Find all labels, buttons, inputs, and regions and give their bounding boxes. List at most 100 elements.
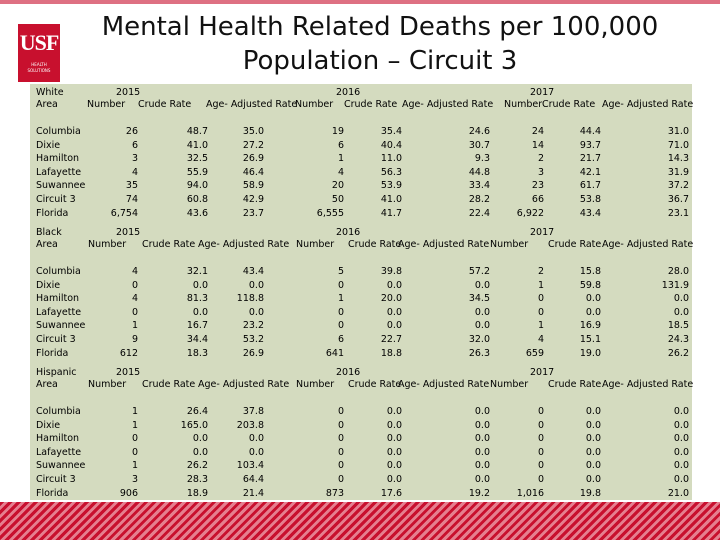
table-cell: 0.0 [474,473,490,485]
table-cell: 2 [537,153,544,165]
table-cell: 0.0 [474,460,490,472]
table-cell: 0.0 [585,306,601,318]
table-cell: 53.9 [380,180,402,192]
table-cell: 0.0 [474,419,490,431]
value-column: 32.1 0.0 81.3 0.0 16.7 34.4 18.3 [187,265,208,360]
table-cell: 24.3 [667,333,689,345]
table-cell: 59.8 [579,279,601,291]
column-header-crude: Crude Rate [542,99,596,110]
value-column: 44.4 93.7 21.7 42.1 61.7 53.8 43.4 [580,125,601,220]
table-cell: 60.8 [186,193,208,205]
area-header: Area [36,99,58,110]
table-cell: 203.8 [236,419,264,431]
table-cell: 0 [537,419,544,431]
table-cell: 0.0 [386,320,402,332]
table-cell: 0 [537,433,544,445]
column-header-adjusted: Age- Adjusted Rate [198,239,290,250]
column-header-adjusted: Age- Adjusted Rate [398,379,490,390]
table-cell: 23 [531,180,544,192]
table-cell: 0.0 [248,306,264,318]
table-cell: 26.4 [186,406,208,417]
column-header-crude: Crude Rate [348,239,402,250]
table-cell: 1 [537,279,544,291]
table-cell: 71.0 [667,139,689,151]
column-header-adjusted: Age- Adjusted Rate [206,99,298,110]
table-cell: 19 [331,126,344,137]
table-cell: 81.3 [186,293,208,305]
table-cell: 26.9 [242,153,264,165]
table-cell: 0 [537,473,544,485]
table-cell: 31.0 [667,126,689,137]
table-cell: 1 [337,293,344,305]
area-label: Dixie [36,419,61,431]
table-cell: 18.3 [186,347,208,359]
table-cell: 41.0 [380,193,402,205]
area-label: Florida [36,347,69,359]
table-cell: 0 [337,473,344,485]
column-header-adjusted: Age- Adjusted Rate [198,379,290,390]
table-cell: 4 [337,166,344,178]
table-cell: 1 [131,320,138,332]
year-header: 2017 [530,367,555,378]
table-cell: 20.0 [380,293,402,305]
table-cell: 22.7 [380,333,402,345]
area-label: Hamilton [36,433,80,445]
table-cell: 35.4 [380,126,402,137]
table-cell: 21.4 [242,487,264,499]
area-label: Circuit 3 [36,473,76,485]
column-header-crude: Crude Rate [348,379,402,390]
table-cell: 0.0 [474,279,490,291]
value-column: 15.8 59.8 0.0 0.0 16.9 15.1 19.0 [580,265,601,360]
year-header: 2015 [116,367,141,378]
table-cell: 43.4 [242,266,264,277]
section-label: White [36,87,64,98]
table-cell: 1 [131,460,138,472]
usf-health-logo: USF HEALTH SOLUTIONS [18,24,60,82]
table-cell: 0.0 [585,293,601,305]
table-cell: 0.0 [192,446,208,458]
table-cell: 39.8 [380,266,402,277]
table-cell: 0.0 [248,279,264,291]
table-cell: 44.4 [579,126,601,137]
area-label: Florida [36,487,69,499]
table-cell: 906 [119,487,138,499]
area-label: Lafayette [36,166,82,178]
table-cell: 131.9 [661,279,689,291]
column-header-number: Number [490,379,529,390]
table-cell: 36.7 [667,193,689,205]
table-cell: 22.4 [468,207,490,219]
value-column: 0.0 0.0 0.0 0.0 0.0 0.0 19.8 [580,405,601,500]
table-cell: 21.7 [579,153,601,165]
value-column: 0.0 0.0 0.0 0.0 0.0 0.0 21.0 [668,405,689,500]
value-column: 39.8 0.0 20.0 0.0 0.0 22.7 18.8 [381,265,402,360]
value-column: 0 0 0 0 0 0 1,016 [517,405,544,500]
table-cell: 33.4 [468,180,490,192]
value-column: 1 1 0 0 1 3 906 [120,405,138,500]
year-header: 2015 [116,87,141,98]
top-accent-bar [0,0,720,4]
table-cell: 41.0 [186,139,208,151]
table-cell: 20 [331,180,344,192]
table-cell: 6,555 [316,207,344,219]
table-cell: 27.2 [242,139,264,151]
table-cell: 28.3 [186,473,208,485]
table-cell: 3 [131,153,138,165]
table-cell: 0 [537,446,544,458]
area-labels: Columbia Dixie Hamilton Lafayette Suwannee Ci… [36,125,85,220]
column-header-number: Number [87,99,126,110]
table-cell: 0 [337,419,344,431]
table-cell: 6 [337,139,344,151]
value-column: 5 0 1 0 0 6 641 [326,265,344,360]
table-cell: 0.0 [248,446,264,458]
table-cell: 0.0 [248,433,264,445]
table-cell: 0 [131,433,138,445]
table-cell: 0.0 [673,419,689,431]
area-label: Lafayette [36,306,82,318]
table-cell: 0.0 [585,446,601,458]
table-cell: 873 [325,487,344,499]
value-column: 26.4 165.0 0.0 0.0 26.2 28.3 18.9 [181,405,208,500]
table-cell: 165.0 [180,419,208,431]
column-header-number: Number [88,379,127,390]
table-cell: 53.2 [242,333,264,345]
table-cell: 23.7 [242,207,264,219]
